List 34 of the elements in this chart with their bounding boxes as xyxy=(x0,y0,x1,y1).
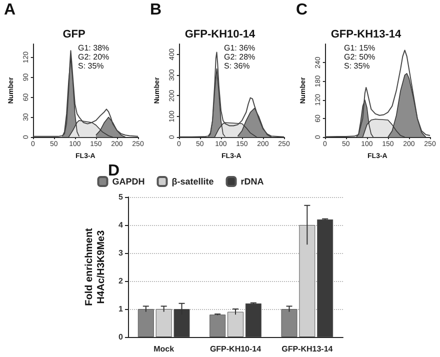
annotation: G2: 28% xyxy=(224,52,256,62)
annotation: G1: 15% xyxy=(344,44,376,52)
bar xyxy=(317,219,334,337)
bar xyxy=(210,314,226,337)
x-tick-label: GFP-KH13-14 xyxy=(282,344,334,354)
text: D xyxy=(108,162,120,180)
bar xyxy=(245,303,262,337)
text: C xyxy=(296,2,308,18)
text: A xyxy=(4,2,16,18)
y-tick-label: 2 xyxy=(118,276,124,286)
annotation: G1: 36% xyxy=(224,44,256,52)
legend-label: rDNA xyxy=(240,176,264,186)
x-tick-label: GFP-KH10-14 xyxy=(210,344,262,354)
legend-label: β-satellite xyxy=(172,176,214,186)
bar xyxy=(138,309,154,337)
annotation: S: 35% xyxy=(344,62,370,70)
chart-title: GFP xyxy=(62,28,86,40)
y-tick-label: 3 xyxy=(118,248,124,258)
y-tick-label: 5 xyxy=(118,192,124,202)
bar xyxy=(228,312,244,337)
text: B xyxy=(150,2,162,18)
y-tick-label: 1 xyxy=(118,304,124,314)
annotation: S: 36% xyxy=(224,62,250,70)
chart-title: GFP-KH13-14 xyxy=(330,28,402,40)
y-tick-label: 4 xyxy=(118,220,124,230)
annotation: G2: 20% xyxy=(78,52,110,62)
annotation: S: 35% xyxy=(78,62,104,70)
chart-title: GFP-KH10-14 xyxy=(184,28,256,40)
annotation: G1: 38% xyxy=(78,44,110,52)
x-tick-label: Mock xyxy=(154,344,175,354)
annotation: G2: 50% xyxy=(344,52,376,62)
y-axis-title: Fold enrichment H4Ac/H3K9Me3 xyxy=(84,227,108,306)
legend-label: GAPDH xyxy=(112,176,145,186)
y-tick-label: 0 xyxy=(118,332,124,342)
